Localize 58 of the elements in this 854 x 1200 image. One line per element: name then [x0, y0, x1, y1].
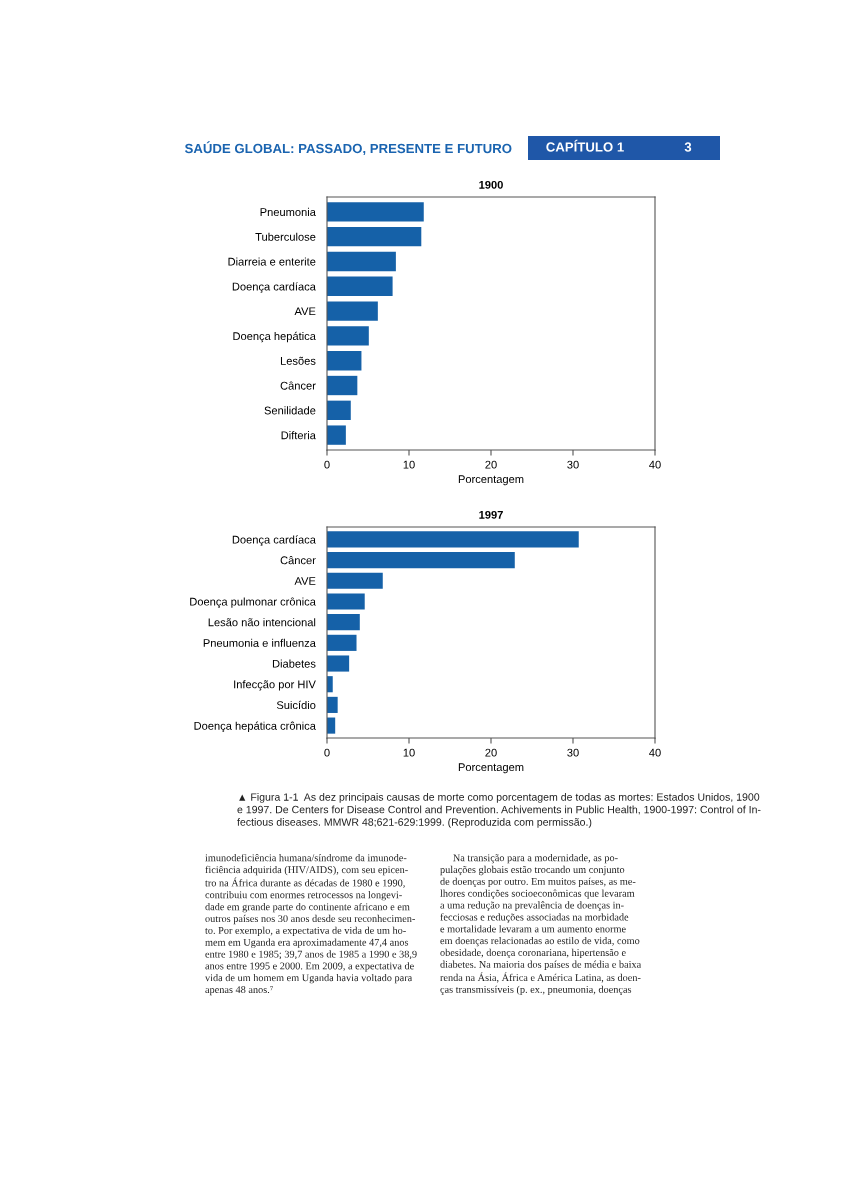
bar — [327, 614, 360, 631]
bar — [327, 696, 338, 713]
x-tick-label: 40 — [649, 460, 661, 469]
y-tick-label: Câncer — [280, 556, 316, 565]
y-tick-label: Doença hepática — [233, 331, 316, 343]
chart-title: 1997 — [479, 510, 503, 519]
bar — [327, 227, 422, 247]
x-tick-label: 10 — [403, 748, 415, 757]
bar — [327, 375, 358, 396]
y-tick-label: Difteria — [281, 431, 316, 440]
x-tick-label: 10 — [403, 460, 415, 469]
chart-title: 1900 — [479, 180, 503, 189]
bar — [327, 655, 350, 672]
x-axis-title: Porcentagem — [458, 763, 524, 774]
y-tick-label: Tuberculose — [255, 232, 316, 241]
y-tick-label: Câncer — [280, 381, 316, 390]
y-tick-label: Pneumonia e influenza — [203, 638, 316, 647]
y-tick-label: Diabetes — [272, 659, 316, 668]
y-tick-label: Pneumonia — [260, 207, 316, 217]
x-tick-label: 30 — [567, 748, 579, 757]
x-tick-label: 40 — [649, 748, 661, 757]
y-tick-label: Doença cardíaca — [232, 535, 316, 546]
y-tick-label: Doença hepática crônica — [194, 721, 316, 733]
text: 3 — [684, 142, 692, 152]
y-tick-label: Doença cardíaca — [232, 282, 316, 293]
y-tick-label: Infecção por HIV — [234, 680, 316, 691]
text: SAÚDE GLOBAL: PASSADO, PRESENTE E FUTURO — [184, 141, 512, 156]
bar — [327, 572, 383, 589]
x-tick-label: 0 — [324, 748, 330, 757]
bar — [327, 593, 365, 610]
bar — [327, 326, 369, 346]
y-tick-label: Diarreia e enterite — [228, 257, 316, 266]
bar — [327, 400, 351, 420]
y-tick-label: Lesões — [280, 356, 316, 365]
bar — [327, 425, 346, 445]
y-tick-label: Lesão não intencional — [208, 618, 316, 627]
x-axis-title: Porcentagem — [458, 475, 524, 486]
text: imunodeficiência humana/síndrome da imunode- ficiência adquirida (HIV/AIDS), com seu epicen- tro na África durante as décadas de 1980 e 1990, contribuiu com enormes retrocessos na longevi- dade em grande parte do continente africano e em outros países nos 30 anos desde seu reconhecimen- to. Por exemplo, a expectativa de vida de um ho- mem em Uganda era aproximadamente 47,4 anos entre 1980 e 1985; 39,7 anos de 1985 a 1990 e 38,9 anos entre 1995 e 2000. Em 2009, a expectativa de vida de um homem em Uganda havia voltado para apenas 48 anos.⁷ — [205, 853, 417, 996]
y-tick-label: Suicídio — [276, 700, 316, 710]
bar — [327, 634, 357, 651]
x-tick-label: 20 — [485, 748, 497, 757]
bar — [327, 251, 396, 272]
bar — [327, 351, 362, 371]
y-tick-label: AVE — [294, 577, 316, 585]
y-tick-label: Senilidade — [264, 406, 316, 415]
y-tick-label: AVE — [294, 307, 316, 316]
x-tick-label: 20 — [485, 460, 497, 469]
text: Na transição para a modernidade, as po- pulações globais estão trocando um conjunto de doenças por outro. Em muitos países, as me- lhores condições socioeconômicas que levaram a uma redução na prevalência de doenças in- fecciosas e reduções associadas na morbidade e mortalidade levaram a um aumento enorme em doenças relacionadas ao estilo de vida, como obesidade, doença coronariana, hipertensão e diabetes. Na maioria dos países de média e baixa renda na Ásia, África e América Latina, as doen- ças transmissíveis (p. ex., pneumonia, doenças — [440, 854, 642, 995]
x-tick-label: 30 — [567, 460, 579, 469]
bar — [327, 301, 378, 321]
bar — [327, 202, 424, 222]
text: ▲ Figura 1-1 As dez principais causas de morte como porcentagem de todas as mortes: Estados Unidos, 1900 e 1997. De Centers for Disease Control and Prevention. Achivements in Public Health, 1900-1997: Control of In- fectious diseases. MMWR 48;621-629:1999. (Reproduzida com permissão.) — [237, 793, 761, 828]
bar — [327, 276, 393, 296]
bar — [327, 531, 579, 548]
text: CAPÍTULO 1 — [546, 139, 624, 152]
y-tick-label: Doença pulmonar crônica — [190, 597, 316, 608]
x-tick-label: 0 — [324, 460, 330, 469]
bar — [327, 552, 515, 569]
